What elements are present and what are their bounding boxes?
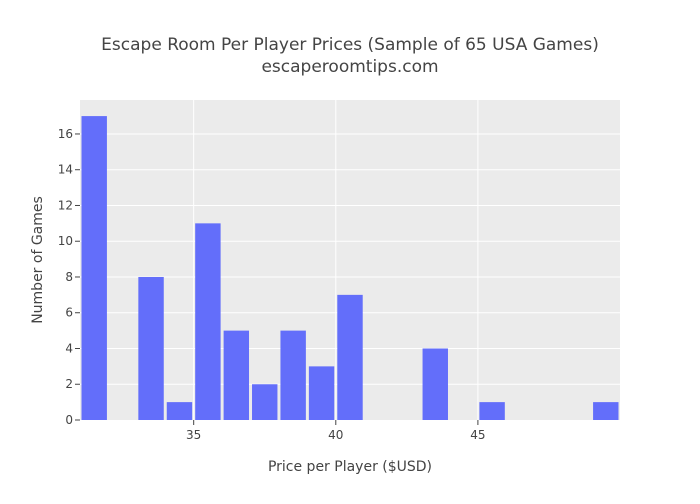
histogram-bar (195, 223, 221, 420)
histogram-bar (252, 384, 278, 420)
histogram-bar (138, 276, 164, 420)
y-axis-title: Number of Games (30, 196, 46, 324)
y-tick-label: 6 (65, 306, 73, 320)
histogram-bar (81, 116, 107, 420)
histogram-bar (422, 348, 448, 420)
x-tick-label: 35 (186, 428, 201, 442)
chart-title: Escape Room Per Player Prices (Sample of… (101, 35, 599, 55)
chart-subtitle: escaperoomtips.com (261, 57, 438, 77)
y-tick-label: 2 (65, 377, 73, 391)
y-tick-label: 10 (58, 234, 73, 248)
y-tick-label: 8 (65, 270, 73, 284)
x-gridlines (193, 100, 479, 420)
y-tick-label: 14 (58, 163, 73, 177)
bars-series (81, 116, 619, 420)
x-tick-label: 45 (470, 428, 485, 442)
y-tick-label: 0 (65, 413, 73, 427)
y-tick-label: 12 (58, 198, 73, 212)
y-axis-ticks: 0 2 4 6 8 10 12 14 16 (58, 127, 80, 427)
y-tick-label: 4 (65, 341, 73, 355)
histogram-bar (593, 402, 619, 420)
x-axis-title: Price per Player ($USD) (268, 459, 432, 475)
y-tick-label: 16 (58, 127, 73, 141)
histogram-bar (166, 402, 193, 420)
histogram-bar (223, 330, 250, 420)
histogram-bar (337, 294, 363, 420)
x-tick-label: 40 (328, 428, 343, 442)
x-axis-ticks: 35 40 45 (186, 420, 486, 442)
histogram-bar (280, 330, 306, 420)
histogram-bar (479, 402, 505, 420)
histogram-bar (308, 366, 335, 420)
